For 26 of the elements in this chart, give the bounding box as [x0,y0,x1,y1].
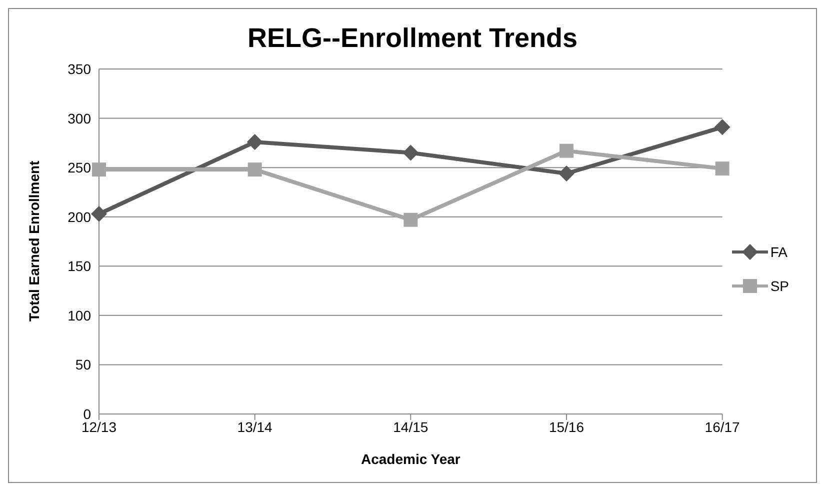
y-tick-label: 50 [75,356,92,373]
legend-label: SP [770,278,789,294]
point [558,165,574,182]
point [404,212,418,227]
point [559,144,574,158]
x-tick-label: 13/14 [237,418,273,435]
point [92,162,106,177]
chart-title: RELG--Enrollment Trends [246,23,579,55]
x-axis-title: Academic Year [360,451,461,467]
point [246,134,263,150]
x-tick-label: 14/15 [393,418,428,435]
y-tick-label: 300 [68,110,92,126]
y-axis-title: Total Earned Enrollment [26,160,42,322]
x-tick-label: 15/16 [548,418,584,435]
y-tick-label: 350 [68,60,92,77]
point [248,162,262,177]
y-tick-label: 200 [68,208,92,225]
y-tick-label: 100 [68,307,92,324]
point [91,206,107,222]
legend-label: FA [770,244,788,260]
point [715,162,730,176]
y-tick-label: 150 [68,258,92,274]
point [402,144,419,161]
point [714,119,730,136]
x-tick-label: 16/17 [704,418,740,435]
y-tick-label: 250 [68,160,92,176]
